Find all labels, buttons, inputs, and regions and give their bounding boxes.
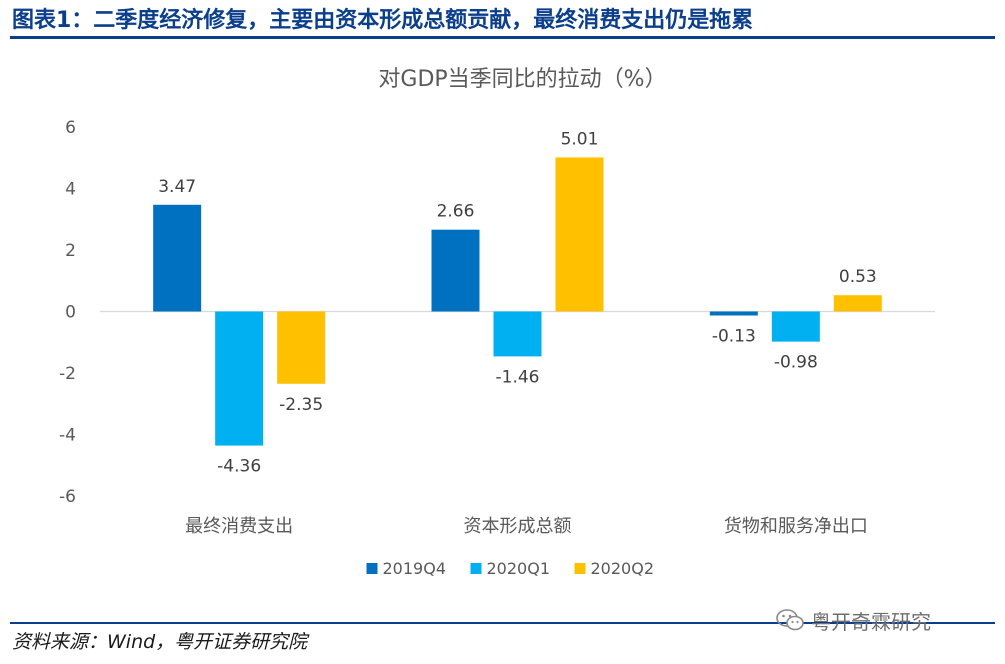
legend-swatch-2020Q1 (470, 563, 482, 574)
wechat-icon (776, 609, 804, 631)
data-label: 2.66 (437, 202, 475, 222)
y-tick-label: 6 (65, 118, 76, 138)
data-label: 3.47 (158, 177, 196, 197)
data-label: 5.01 (561, 129, 599, 149)
footer-rule (10, 622, 995, 624)
legend-swatch-2019Q4 (366, 563, 378, 574)
legend-label: 2019Q4 (383, 559, 447, 578)
bar-2020Q2-1 (555, 157, 604, 312)
watermark-text: 粤开奇霖研究 (811, 609, 931, 634)
data-label: -2.35 (279, 395, 323, 415)
x-tick-label: 最终消费支出 (185, 516, 293, 537)
legend-label: 2020Q2 (591, 559, 655, 578)
figure-title: 图表1：二季度经济修复，主要由资本形成总额贡献，最终消费支出仍是拖累 (12, 8, 754, 33)
y-tick-label: 4 (65, 180, 76, 200)
bar-2019Q4-2 (709, 311, 758, 316)
source-note: 资料来源：Wind，粤开证券研究院 (12, 631, 308, 653)
header-rule (10, 36, 995, 39)
data-label: 0.53 (839, 267, 877, 287)
x-tick-label: 资本形成总额 (464, 516, 572, 537)
data-label: -1.46 (496, 367, 540, 387)
watermark: 粤开奇霖研究 (775, 606, 931, 634)
bar-2020Q1-0 (215, 311, 264, 446)
bar-2019Q4-1 (431, 229, 480, 312)
bar-2020Q2-2 (833, 295, 882, 312)
y-tick-label: -4 (59, 426, 76, 446)
report-header: 图表1：二季度经济修复，主要由资本形成总额贡献，最终消费支出仍是拖累 (0, 0, 1005, 40)
y-tick-label: 0 (65, 303, 76, 323)
y-tick-label: -2 (59, 364, 76, 384)
bar-2020Q1-1 (493, 311, 542, 357)
legend-swatch-2020Q2 (574, 563, 586, 574)
bar-chart: 对GDP当季同比的拉动（%） -6 -4 -2 0 2 4 6 3.47 -4.36 -2.35 最终… (59, 67, 935, 578)
chart-title: 对GDP当季同比的拉动（%） (378, 67, 666, 92)
bar-2020Q1-2 (771, 311, 820, 342)
data-label: -0.98 (774, 353, 818, 373)
data-label: -0.13 (712, 326, 756, 346)
bar-2020Q2-0 (277, 311, 326, 384)
legend-label: 2020Q1 (487, 559, 551, 578)
bar-2019Q4-0 (153, 204, 202, 312)
y-tick-label: -6 (59, 487, 76, 507)
y-tick-label: 2 (65, 241, 76, 261)
data-label: -4.36 (217, 457, 261, 477)
x-tick-label: 货物和服务净出口 (724, 516, 868, 537)
